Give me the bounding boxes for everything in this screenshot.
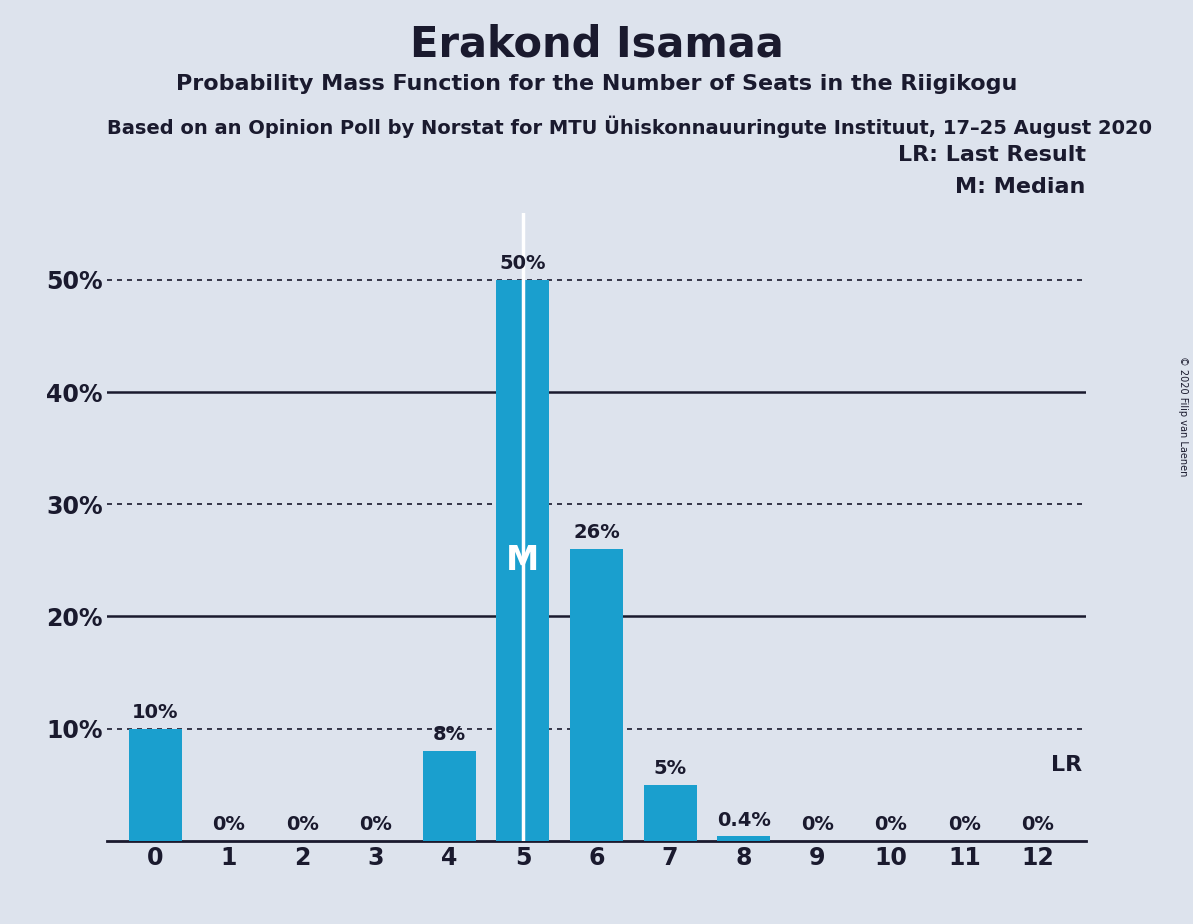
Bar (496, 280, 550, 841)
Text: © 2020 Filip van Laenen: © 2020 Filip van Laenen (1179, 356, 1188, 476)
Text: 5%: 5% (654, 759, 687, 778)
Text: 0%: 0% (1021, 815, 1055, 834)
Bar (643, 784, 697, 841)
Text: LR: Last Result: LR: Last Result (897, 145, 1086, 165)
Bar (422, 751, 476, 841)
Text: 0%: 0% (801, 815, 834, 834)
Text: 50%: 50% (500, 254, 546, 274)
Text: Probability Mass Function for the Number of Seats in the Riigikogu: Probability Mass Function for the Number… (175, 74, 1018, 94)
Text: 0%: 0% (359, 815, 392, 834)
Text: 0%: 0% (947, 815, 981, 834)
Text: LR: LR (1051, 755, 1082, 774)
Text: 0%: 0% (874, 815, 907, 834)
Text: Erakond Isamaa: Erakond Isamaa (409, 23, 784, 65)
Text: M: M (506, 544, 539, 577)
Text: M: Median: M: Median (956, 176, 1086, 197)
Text: 0%: 0% (212, 815, 246, 834)
Bar (129, 729, 181, 841)
Bar (717, 836, 771, 841)
Bar (570, 549, 623, 841)
Text: 8%: 8% (433, 725, 466, 745)
Text: 10%: 10% (132, 703, 179, 722)
Text: 26%: 26% (573, 523, 620, 542)
Text: Based on an Opinion Poll by Norstat for MTU Ühiskonnauuringute Instituut, 17–25 : Based on an Opinion Poll by Norstat for … (107, 116, 1152, 138)
Text: 0%: 0% (286, 815, 319, 834)
Text: 0.4%: 0.4% (717, 810, 771, 830)
